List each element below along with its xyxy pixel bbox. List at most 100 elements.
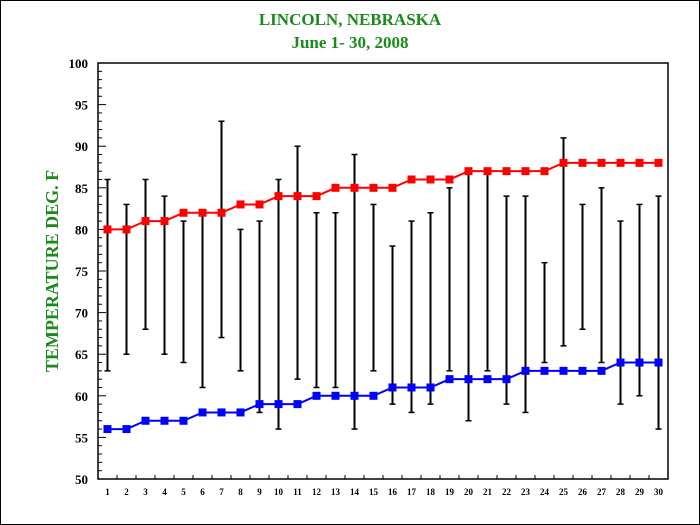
series-1-point: [464, 167, 473, 176]
series-2-point: [521, 366, 530, 375]
series-2-point: [502, 375, 511, 384]
x-tick-label: 2: [124, 487, 129, 497]
series-1-point: [350, 183, 359, 192]
series-1-point: [407, 175, 416, 184]
range-bar: [522, 195, 529, 414]
series-1-point: [331, 183, 340, 192]
range-bar: [446, 187, 453, 372]
series-line-1: [107, 161, 659, 231]
series-1-point: [141, 217, 150, 226]
range-bar: [370, 203, 377, 372]
series-line-2: [107, 361, 659, 431]
series-2-point: [464, 375, 473, 384]
range-bar: [598, 187, 605, 364]
series-markers: [103, 158, 663, 434]
series-2-point: [236, 408, 245, 417]
range-bar: [180, 220, 187, 364]
x-tick-label: 30: [654, 487, 664, 497]
series-1-point: [635, 158, 644, 167]
series-2-point: [255, 400, 264, 409]
x-tick-label: 20: [464, 487, 474, 497]
x-tick-label: 25: [559, 487, 569, 497]
series-2-point: [635, 358, 644, 367]
range-bar: [465, 170, 472, 422]
series-1-point: [312, 192, 321, 201]
series-2-point: [559, 366, 568, 375]
range-bar: [389, 245, 396, 405]
y-tick-label: 85: [75, 181, 89, 196]
range-bar: [579, 203, 586, 330]
range-bar: [237, 228, 244, 372]
series-2-point: [388, 383, 397, 392]
y-tick-label: 60: [75, 389, 88, 404]
x-tick-label: 7: [219, 487, 224, 497]
x-tick-label: 1: [105, 487, 110, 497]
series-1-point: [217, 208, 226, 217]
range-bar: [655, 195, 662, 430]
series-1-point: [521, 167, 530, 176]
y-tick-label: 65: [75, 347, 89, 362]
range-bar: [503, 195, 510, 405]
x-tick-label: 18: [426, 487, 436, 497]
x-tick-label: 5: [181, 487, 186, 497]
series-1-point: [160, 217, 169, 226]
range-bar: [636, 203, 643, 397]
x-tick-label: 21: [483, 487, 493, 497]
series-2-point: [274, 400, 283, 409]
y-axis-label: TEMPERATURE DEG. F: [42, 170, 62, 372]
range-bar: [617, 220, 624, 405]
series-1-point: [578, 158, 587, 167]
x-tick-label: 15: [369, 487, 379, 497]
series-2-point: [654, 358, 663, 367]
series-2-point: [578, 366, 587, 375]
range-bar: [541, 261, 548, 364]
series-2-point: [217, 408, 226, 417]
range-bar: [218, 120, 225, 339]
series-2-point: [293, 400, 302, 409]
range-bar: [408, 220, 415, 414]
series-2-point: [122, 425, 131, 434]
series-1-point: [236, 200, 245, 209]
series-1-point: [540, 167, 549, 176]
series-2-point: [426, 383, 435, 392]
series-2-point: [616, 358, 625, 367]
series-2-point: [198, 408, 207, 417]
x-tick-label: 23: [521, 487, 531, 497]
y-tick-label: 50: [75, 472, 88, 487]
series-1-point: [502, 167, 511, 176]
range-bar: [142, 178, 149, 330]
series-1-point: [388, 183, 397, 192]
series-2-point: [540, 366, 549, 375]
series-1-point: [616, 158, 625, 167]
range-bar: [351, 153, 358, 430]
x-tick-label: 26: [578, 487, 588, 497]
x-tick-label: 17: [407, 487, 417, 497]
y-tick-label: 95: [75, 98, 89, 113]
x-tick-label: 13: [331, 487, 341, 497]
x-tick-label: 4: [162, 487, 167, 497]
series-1-point: [445, 175, 454, 184]
series-1-point: [597, 158, 606, 167]
series-1-point: [369, 183, 378, 192]
x-tick-label: 19: [445, 487, 455, 497]
x-tick-label: 10: [274, 487, 284, 497]
x-axis: 1 2 3 4 5 6 7 8 9 10 11 12 13 14 15 16 17 18 19 20 21 22 23 24 2…: [105, 475, 664, 497]
chart-title: LINCOLN, NEBRASKA: [259, 10, 442, 29]
y-tick-label: 70: [75, 306, 88, 321]
series-lines: [107, 161, 659, 431]
series-1-point: [293, 192, 302, 201]
series-1-point: [654, 158, 663, 167]
range-bar: [199, 212, 206, 389]
x-tick-label: 14: [350, 487, 360, 497]
series-2-point: [160, 416, 169, 425]
series-1-point: [559, 158, 568, 167]
range-bar: [294, 145, 301, 380]
chart-subtitle: June 1- 30, 2008: [291, 33, 408, 52]
y-tick-label: 100: [69, 56, 89, 71]
x-tick-label: 6: [200, 487, 205, 497]
range-bar: [427, 212, 434, 405]
range-bar: [256, 220, 263, 414]
series-2-point: [141, 416, 150, 425]
series-2-point: [483, 375, 492, 384]
